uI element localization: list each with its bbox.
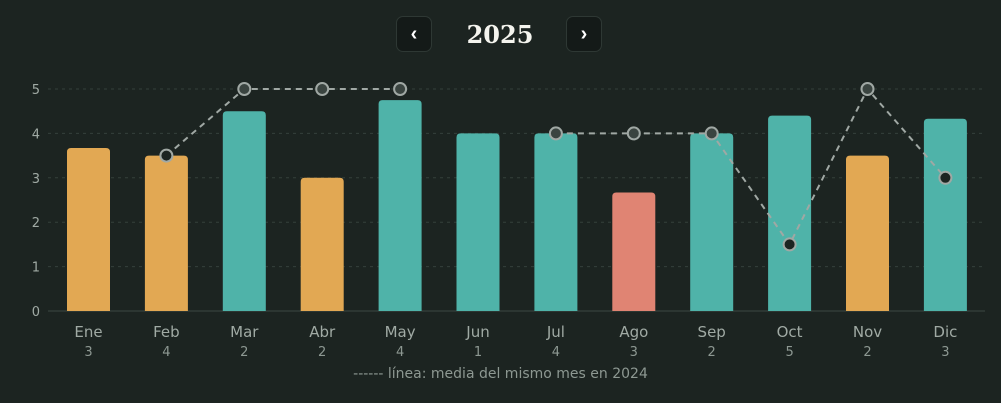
x-tick-label: Ene [74,323,102,341]
x-tick-label: May [385,323,416,341]
count-label: 2 [240,345,248,360]
bar [846,155,889,311]
bar [768,115,812,311]
comparison-point-filled [159,148,174,163]
bar [67,148,110,311]
x-tick-label: Jun [465,323,489,341]
comparison-point-open [704,126,719,141]
comparison-line [555,87,947,247]
x-tick-label: Ago [619,323,648,341]
count-label: 2 [708,345,716,360]
next-year-button[interactable]: › [566,16,602,52]
x-tick-label: Mar [230,323,259,341]
prev-year-button[interactable]: ‹ [396,16,432,52]
x-tick-label: Feb [153,323,180,341]
count-label: 4 [396,345,404,360]
bar [300,177,344,311]
monthly-bar-chart: 0 1 2 3 4 5 Ene 3 Feb 4 Mar 2 Abr 2 May 4 Jun 1 Jul 4 Ago 3 Se… [32,82,985,360]
x-tick-label: Jul [546,323,565,341]
y-tick-label: 5 [32,83,40,98]
chevron-left-icon: ‹ [410,22,418,45]
count-label: 3 [84,345,92,360]
comparison-point-open [393,82,408,96]
x-tick-label: Abr [309,323,336,341]
x-tick-label: Oct [777,323,803,341]
comparison-point-open [548,126,563,141]
count-label: 1 [474,345,482,360]
y-tick-label: 0 [32,305,40,320]
comparison-point-open [626,126,641,141]
bar [690,133,734,311]
bar [612,192,656,311]
y-tick-label: 1 [32,261,40,276]
bar [534,133,578,311]
x-tick-label: Nov [853,323,882,341]
count-label: 3 [941,345,949,360]
count-label: 2 [318,345,326,360]
bar [923,118,967,311]
count-label: 4 [162,345,170,360]
chart-footnote: ------ línea: media del mismo mes en 202… [353,366,648,382]
bar [222,111,266,311]
count-label: 5 [785,345,793,360]
chevron-right-icon: › [580,22,588,45]
comparison-point-open [237,82,252,96]
comparison-point-open [315,82,330,96]
count-label: 4 [552,345,560,360]
y-tick-label: 2 [32,216,40,231]
bar [378,100,422,311]
y-tick-label: 3 [32,172,40,187]
x-tick-label: Dic [933,323,957,341]
comparison-point-filled [938,170,953,185]
year-title: 2025 [466,19,534,49]
count-label: 3 [630,345,638,360]
count-label: 2 [863,345,871,360]
comparison-point-open [860,82,875,96]
x-tick-label: Sep [698,323,726,341]
bar [144,155,188,311]
bar [456,133,500,311]
comparison-line [165,88,401,157]
y-tick-label: 4 [32,127,40,142]
comparison-point-filled [782,237,797,252]
